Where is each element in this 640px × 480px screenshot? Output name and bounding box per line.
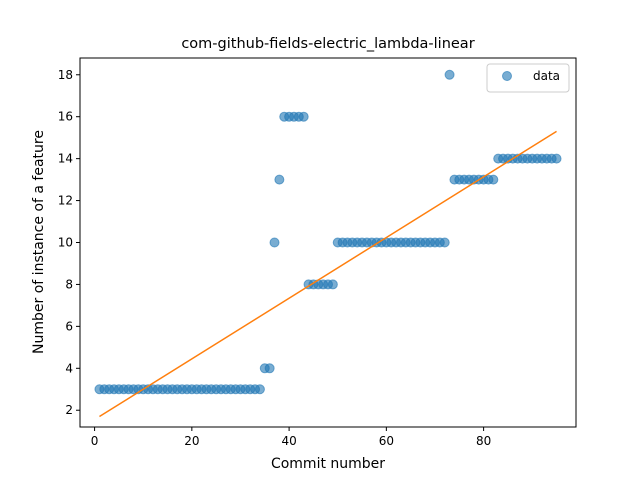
x-tick-label: 40: [281, 434, 296, 448]
data-point-94: [551, 153, 562, 164]
y-tick-label: 8: [65, 277, 73, 291]
data-point-71: [439, 237, 450, 248]
y-axis-label: Number of instance of a feature: [31, 130, 47, 354]
y-tick-label: 18: [58, 68, 73, 82]
data-point-36: [269, 237, 280, 248]
data-point-48: [327, 279, 338, 290]
x-tick-label: 20: [184, 434, 199, 448]
y-tick-label: 10: [58, 236, 73, 250]
x-axis: 0 20 40 60 80: [91, 427, 491, 448]
y-axis: 2 4 6 8 10 12 14 16 18: [58, 68, 80, 417]
legend: data: [486, 63, 570, 93]
legend-marker-data: [502, 71, 512, 81]
y-tick-label: 16: [58, 110, 73, 124]
fit-line: [99, 130, 557, 418]
data-point-35: [264, 363, 275, 374]
y-tick-label: 12: [58, 194, 73, 208]
x-tick-label: 80: [476, 434, 491, 448]
data-point-33: [254, 384, 265, 395]
y-tick-label: 4: [65, 361, 73, 375]
data-point-42: [298, 111, 309, 122]
legend-label-data: data: [533, 69, 560, 83]
x-axis-label: Commit number: [271, 456, 385, 472]
y-tick-label: 6: [65, 319, 73, 333]
data-point-81: [488, 174, 499, 185]
y-tick-label: 2: [65, 403, 73, 417]
legend-box: [486, 63, 570, 93]
x-tick-label: 60: [379, 434, 394, 448]
plot-area: [94, 69, 562, 418]
data-point-72: [444, 69, 455, 80]
chart-title: com-github-fields-electric_lambda-linear: [181, 36, 474, 52]
y-tick-label: 14: [58, 152, 73, 166]
x-tick-label: 0: [91, 434, 99, 448]
data-point-37: [274, 174, 285, 185]
